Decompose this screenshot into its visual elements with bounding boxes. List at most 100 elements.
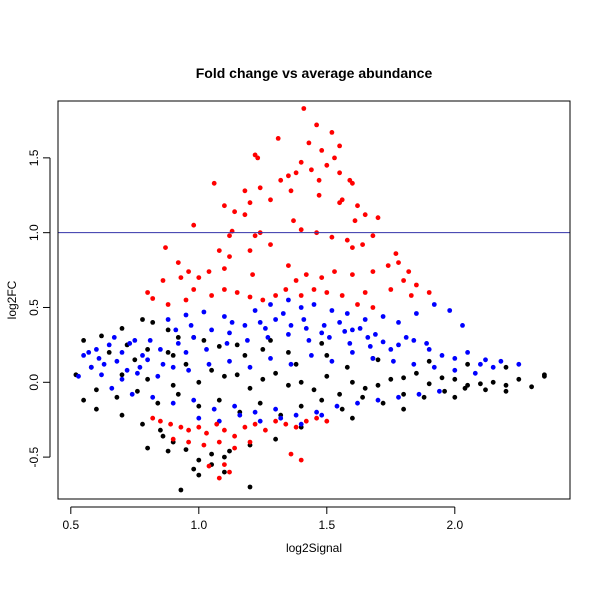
data-point — [344, 311, 350, 316]
data-point — [234, 342, 240, 348]
data-point — [257, 320, 263, 325]
data-point — [362, 290, 368, 295]
data-point — [367, 344, 373, 349]
data-point — [329, 308, 335, 313]
data-point — [183, 447, 189, 452]
data-point — [360, 394, 365, 400]
data-point — [257, 400, 263, 406]
data-point — [119, 376, 125, 382]
data-point — [160, 361, 166, 367]
data-point — [329, 358, 335, 364]
data-point — [350, 180, 355, 186]
data-point — [472, 370, 478, 376]
data-point — [352, 218, 358, 224]
data-point — [216, 397, 222, 403]
data-point — [186, 269, 192, 274]
data-point — [196, 424, 202, 430]
data-point — [268, 302, 273, 307]
data-point — [224, 341, 230, 346]
data-point — [232, 445, 238, 451]
data-point — [439, 353, 445, 358]
data-point — [127, 341, 133, 346]
data-point — [191, 466, 197, 472]
data-point — [222, 287, 227, 292]
y-tick-label: 1.5 — [27, 149, 41, 166]
data-point — [106, 342, 112, 348]
data-point — [191, 287, 197, 292]
data-point — [293, 361, 299, 367]
x-tick-label: 1.5 — [318, 518, 335, 532]
data-point — [150, 296, 156, 301]
data-point — [283, 287, 289, 292]
data-point — [209, 327, 215, 333]
data-point — [242, 212, 248, 218]
data-point — [365, 335, 371, 340]
data-point — [252, 308, 258, 313]
data-point — [319, 330, 325, 336]
data-point — [516, 376, 522, 382]
data-point — [406, 269, 412, 274]
data-point — [362, 212, 368, 218]
data-point — [227, 469, 232, 475]
data-point — [99, 372, 104, 378]
data-point — [163, 245, 168, 251]
data-point — [462, 385, 468, 391]
data-point — [332, 155, 337, 161]
data-point — [542, 373, 547, 379]
data-point — [250, 272, 256, 277]
data-point — [183, 297, 189, 303]
data-point — [301, 317, 307, 322]
data-point — [76, 373, 81, 379]
data-point — [273, 370, 278, 376]
data-point — [388, 376, 394, 382]
data-point — [211, 406, 217, 412]
data-point — [214, 421, 220, 427]
data-point — [227, 330, 232, 336]
data-point — [237, 412, 243, 418]
data-point — [329, 234, 335, 240]
y-tick-label: 0.0 — [27, 374, 41, 391]
data-point — [86, 350, 92, 355]
data-point — [298, 379, 304, 385]
data-point — [183, 350, 189, 355]
data-point — [408, 293, 414, 298]
data-point — [503, 382, 509, 388]
data-point — [247, 484, 253, 490]
x-tick-label: 0.5 — [62, 518, 79, 532]
data-point — [426, 290, 432, 295]
data-point — [196, 275, 202, 280]
data-point — [442, 388, 447, 394]
data-point — [311, 302, 317, 307]
data-point — [252, 421, 258, 427]
data-point — [114, 358, 120, 364]
data-point — [380, 314, 386, 319]
data-point — [360, 242, 365, 248]
data-point — [232, 403, 238, 409]
data-point — [303, 418, 309, 424]
data-point — [298, 403, 304, 409]
data-point — [114, 394, 120, 400]
data-point — [222, 314, 227, 319]
data-point — [342, 329, 348, 334]
data-point — [303, 326, 309, 331]
data-point — [426, 381, 432, 387]
data-point — [380, 339, 386, 345]
data-point — [385, 263, 391, 268]
data-point — [286, 332, 291, 337]
data-point — [337, 143, 342, 149]
data-point — [160, 433, 166, 439]
data-point — [498, 358, 504, 364]
y-axis: -0.5 0.0 0.5 1.0 1.5 — [27, 149, 51, 467]
data-point — [186, 427, 192, 433]
x-axis-label: log2Signal — [286, 541, 342, 555]
data-point — [288, 361, 294, 367]
data-point — [339, 293, 345, 298]
data-point — [165, 317, 171, 322]
data-point — [147, 338, 153, 343]
data-point — [257, 185, 263, 191]
y-axis-label: log2FC — [5, 280, 19, 319]
data-point — [188, 323, 194, 328]
data-point — [206, 361, 212, 367]
data-point — [201, 338, 207, 343]
data-point — [140, 353, 145, 358]
